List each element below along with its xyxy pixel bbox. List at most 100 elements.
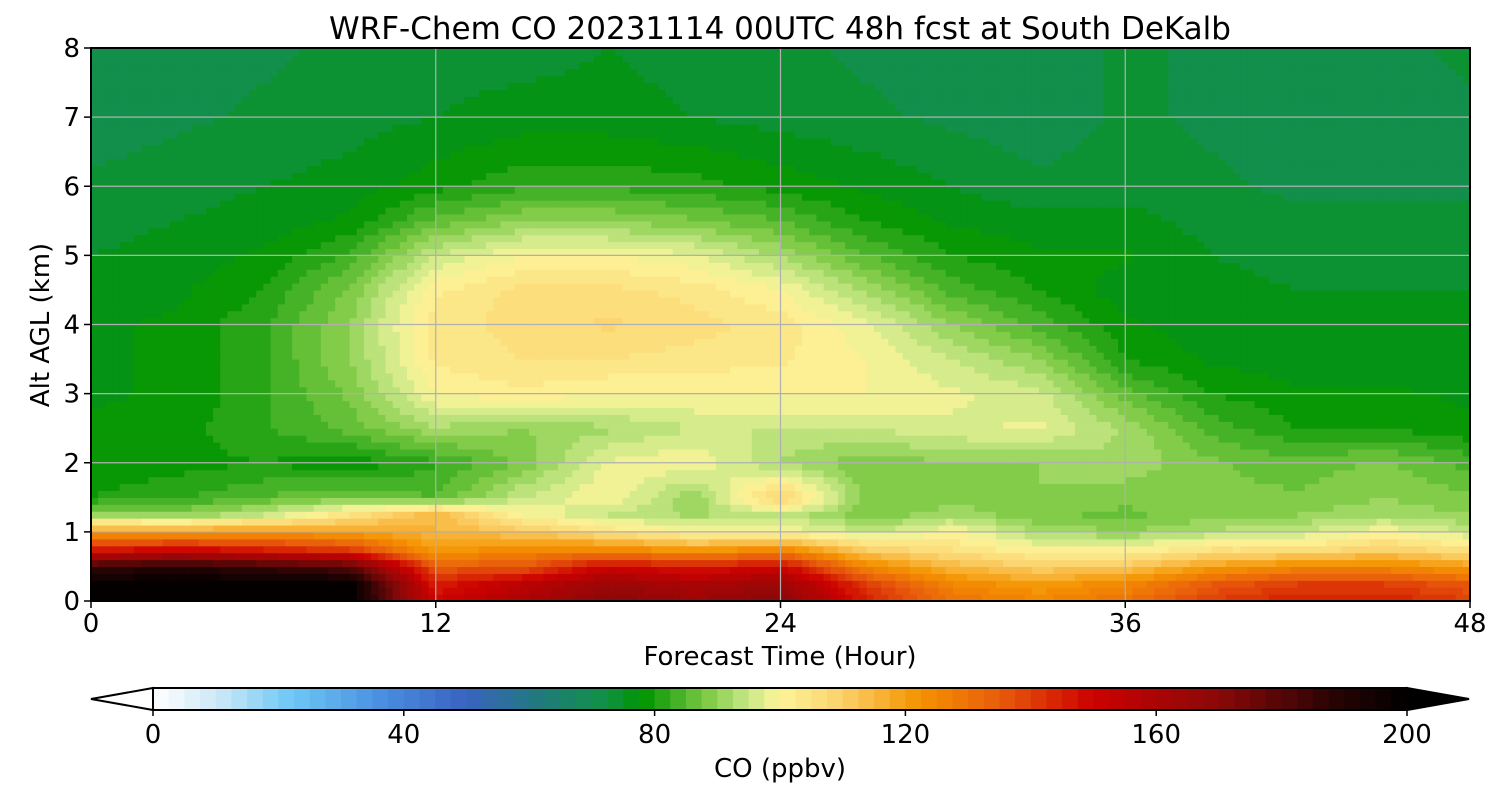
heatmap-cell [1233,497,1241,505]
heatmap-cell [666,421,674,429]
heatmap-cell [759,587,767,595]
heatmap-cell [421,518,429,526]
heatmap-cell [802,435,810,443]
heatmap-cell [120,580,128,588]
heatmap-cell [321,553,329,561]
heatmap-cell [601,490,609,498]
heatmap-cell [867,539,875,547]
heatmap-cell [694,435,702,443]
heatmap-cell [400,442,408,450]
heatmap-cell [113,511,121,519]
heatmap-cell [91,414,99,422]
heatmap-cell [98,546,106,554]
heatmap-cell [579,449,587,457]
heatmap-cell [1046,532,1054,540]
heatmap-cell [472,470,480,478]
heatmap-cell [1413,483,1421,491]
heatmap-cell [1283,449,1291,457]
heatmap-cell [874,421,882,429]
heatmap-cell [860,539,868,547]
heatmap-cell [1398,580,1406,588]
heatmap-cell [809,511,817,519]
heatmap-cell [1233,504,1241,512]
heatmap-cell [1391,580,1399,588]
heatmap-cell [134,477,142,485]
heatmap-cell [227,573,235,581]
heatmap-cell [464,518,472,526]
heatmap-cell [278,587,286,595]
heatmap-cell [213,428,221,436]
heatmap-cell [910,504,918,512]
heatmap-cell [1068,573,1076,581]
heatmap-cell [709,532,717,540]
heatmap-cell [766,566,774,574]
heatmap-cell [1348,421,1356,429]
heatmap-cell [551,504,559,512]
heatmap-cell [1441,421,1449,429]
heatmap-cell [464,442,472,450]
heatmap-cell [852,511,860,519]
heatmap-cell [781,442,789,450]
heatmap-cell [371,580,379,588]
heatmap-cell [1369,490,1377,498]
heatmap-cell [421,532,429,540]
heatmap-cell [299,490,307,498]
heatmap-cell [781,483,789,491]
heatmap-cell [457,539,465,547]
heatmap-cell [845,442,853,450]
heatmap-cell [192,560,200,568]
heatmap-cell [910,477,918,485]
heatmap-cell [895,435,903,443]
heatmap-cell [1456,511,1464,519]
heatmap-cell [184,560,192,568]
heatmap-cell [1355,490,1363,498]
heatmap-cell [1075,553,1083,561]
heatmap-cell [98,580,106,588]
heatmap-cell [163,421,171,429]
heatmap-cell [1362,463,1370,471]
heatmap-cell [917,421,925,429]
heatmap-cell [1068,497,1076,505]
heatmap-cell [680,477,688,485]
heatmap-cell [1219,539,1227,547]
heatmap-cell [946,477,954,485]
heatmap-cell [364,546,372,554]
heatmap-cell [1405,428,1413,436]
heatmap-cell [1125,435,1133,443]
heatmap-cell [701,511,709,519]
heatmap-cell [98,463,106,471]
heatmap-cell [407,546,415,554]
heatmap-cell [1348,511,1356,519]
heatmap-cell [371,518,379,526]
heatmap-cell [464,539,472,547]
heatmap-cell [701,532,709,540]
heatmap-cell [630,546,638,554]
heatmap-cell [508,483,516,491]
heatmap-cell [148,580,156,588]
heatmap-cell [105,504,113,512]
heatmap-cell [493,546,501,554]
heatmap-cell [1391,560,1399,568]
heatmap-cell [989,490,997,498]
heatmap-cell [500,553,508,561]
heatmap-cell [1168,587,1176,595]
heatmap-cell [788,539,796,547]
heatmap-cell [105,421,113,429]
heatmap-cell [472,518,480,526]
heatmap-cell [1298,580,1306,588]
heatmap-cell [709,497,717,505]
heatmap-cell [113,497,121,505]
heatmap-cell [328,470,336,478]
heatmap-cell [874,483,882,491]
heatmap-cell [156,483,164,491]
heatmap-cell [838,518,846,526]
heatmap-cell [1269,511,1277,519]
heatmap-cell [1226,449,1234,457]
heatmap-cell [1312,449,1320,457]
heatmap-cell [1197,449,1205,457]
heatmap-cell [1025,421,1033,429]
heatmap-cell [745,477,753,485]
heatmap-cell [572,483,580,491]
heatmap-cell [1405,566,1413,574]
heatmap-cell [867,553,875,561]
